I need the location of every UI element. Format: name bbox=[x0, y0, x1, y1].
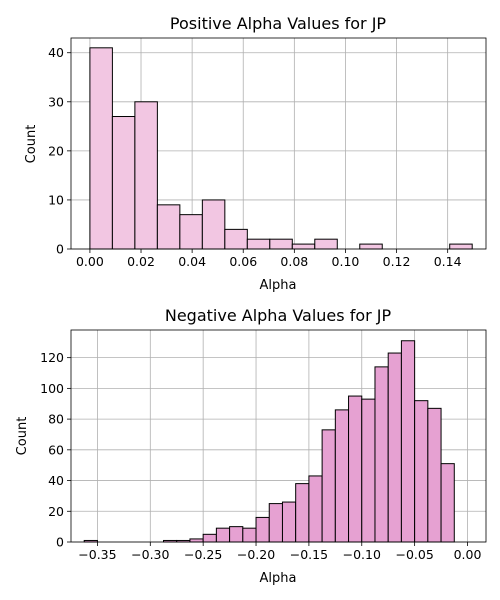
histogram-bar bbox=[202, 533, 217, 543]
x-ticks: 0.00 0.02 0.04 0.06 0.08 0.10 0.12 0.14 bbox=[76, 249, 462, 269]
histogram-bar bbox=[359, 243, 383, 250]
histogram-bar bbox=[201, 199, 226, 250]
histogram-bar bbox=[134, 101, 158, 250]
histogram-bar bbox=[414, 400, 429, 543]
y-axis-label: Count bbox=[24, 125, 39, 164]
y-tick-label: 10 bbox=[48, 192, 64, 207]
y-tick-label: 20 bbox=[48, 143, 64, 158]
y-tick-label: 80 bbox=[48, 412, 64, 427]
y-tick-label: 0 bbox=[56, 242, 64, 257]
y-tick-label: 120 bbox=[40, 350, 64, 365]
histogram-bar bbox=[449, 243, 473, 250]
histogram-bar bbox=[291, 243, 316, 250]
histogram-bar bbox=[281, 501, 297, 543]
y-tick-label: 20 bbox=[48, 504, 64, 519]
x-axis-label: Alpha bbox=[260, 278, 297, 293]
histogram-bar bbox=[242, 527, 257, 543]
histogram-bar bbox=[224, 228, 248, 250]
histogram-bar bbox=[268, 503, 283, 543]
x-tick-label: 0.02 bbox=[127, 254, 155, 269]
histogram-bar bbox=[269, 238, 293, 250]
x-tick-label: −0.35 bbox=[78, 547, 116, 562]
histogram-bar bbox=[440, 463, 455, 543]
x-tick-label: 0.14 bbox=[434, 254, 462, 269]
histogram-bar bbox=[348, 395, 363, 543]
x-tick-label: 0.08 bbox=[280, 254, 308, 269]
chart-title: Positive Alpha Values for JP bbox=[170, 14, 387, 33]
x-tick-label: −0.30 bbox=[131, 547, 169, 562]
y-tick-label: 100 bbox=[40, 381, 64, 396]
axes-frame bbox=[70, 329, 487, 543]
histogram-bar bbox=[308, 475, 323, 543]
histogram-bar bbox=[89, 47, 113, 250]
x-tick-label: −0.05 bbox=[395, 547, 433, 562]
histogram-bar bbox=[400, 340, 416, 543]
histogram-bar bbox=[374, 366, 389, 543]
chart-positive-alpha: Positive Alpha Values for JP Alpha Count… bbox=[24, 14, 487, 293]
histogram-bar bbox=[229, 526, 244, 543]
x-tick-label: 0.00 bbox=[454, 547, 482, 562]
chart-negative-alpha: Negative Alpha Values for JP Alpha Count… bbox=[15, 306, 487, 586]
bars bbox=[89, 47, 473, 250]
x-axis-label: Alpha bbox=[260, 571, 297, 586]
y-axis-label: Count bbox=[15, 417, 30, 456]
histogram-bar bbox=[189, 538, 204, 543]
histogram-bar bbox=[387, 352, 402, 543]
y-tick-label: 40 bbox=[48, 45, 64, 60]
histogram-bar bbox=[334, 409, 350, 543]
histogram-bar bbox=[215, 527, 231, 543]
histogram-bar bbox=[111, 116, 136, 250]
histogram-bar bbox=[361, 398, 376, 543]
x-tick-label: 0.06 bbox=[229, 254, 257, 269]
histogram-bar bbox=[295, 483, 310, 543]
y-tick-label: 0 bbox=[56, 535, 64, 550]
chart-title: Negative Alpha Values for JP bbox=[165, 306, 392, 325]
x-tick-label: 0.00 bbox=[76, 254, 104, 269]
bars bbox=[83, 340, 455, 543]
y-tick-label: 40 bbox=[48, 473, 64, 488]
x-tick-label: −0.10 bbox=[343, 547, 381, 562]
histogram-bar bbox=[255, 516, 270, 543]
y-tick-label: 60 bbox=[48, 442, 64, 457]
histogram-bar bbox=[321, 429, 336, 543]
histogram-bar bbox=[179, 214, 203, 250]
x-tick-label: −0.25 bbox=[184, 547, 222, 562]
x-ticks: −0.35 −0.30 −0.25 −0.20 −0.15 −0.10 −0.05 0.00 bbox=[78, 542, 481, 562]
y-tick-label: 30 bbox=[48, 94, 64, 109]
histogram-bar bbox=[246, 238, 271, 250]
histogram-bar bbox=[427, 407, 442, 543]
axes-frame bbox=[70, 37, 487, 250]
y-ticks: 0 10 20 30 40 bbox=[48, 45, 71, 257]
y-ticks: 0 20 40 60 80 100 120 bbox=[40, 350, 71, 550]
x-tick-label: −0.15 bbox=[290, 547, 328, 562]
x-tick-label: −0.20 bbox=[237, 547, 275, 562]
x-tick-label: 0.04 bbox=[178, 254, 206, 269]
x-tick-label: 0.12 bbox=[383, 254, 411, 269]
histogram-bar bbox=[314, 238, 338, 250]
x-tick-label: 0.10 bbox=[332, 254, 360, 269]
histogram-bar bbox=[156, 204, 181, 250]
